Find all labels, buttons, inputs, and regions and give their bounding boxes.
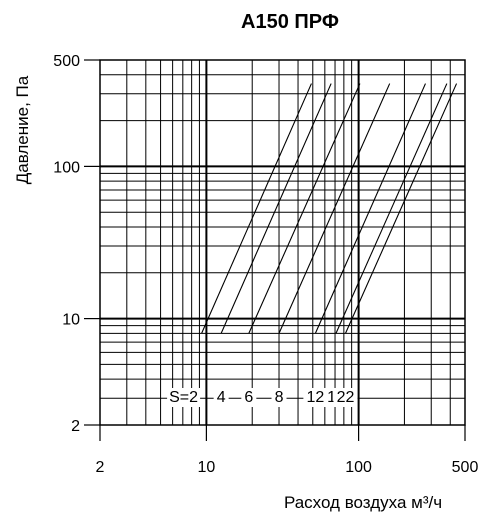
series-line-S22 — [344, 83, 458, 334]
chart-title: A150 ПРФ — [241, 11, 339, 33]
series-label-S8: 8 — [275, 389, 284, 406]
series-line-S2 — [201, 83, 312, 334]
series-label-S4: 4 — [217, 389, 226, 406]
series-line-S6 — [248, 83, 361, 334]
x-tick-label: 10 — [197, 459, 215, 476]
series-lines — [201, 83, 458, 334]
series-label-bg — [167, 388, 201, 407]
x-axis-label: Расход воздуха м³/ч — [284, 493, 442, 512]
y-axis-label: Давление, Па — [13, 75, 32, 184]
plot-frame — [99, 59, 466, 426]
series-label-S2: S=2 — [169, 389, 198, 406]
x-tick-label: 100 — [345, 459, 372, 476]
x-tick-label: 2 — [96, 459, 105, 476]
series-label-S22: 22 — [337, 389, 355, 406]
series-label-S6: 6 — [244, 389, 253, 406]
s-labels: S=2468121822 — [167, 388, 358, 407]
series-line-S18 — [335, 83, 448, 334]
series-line-S12 — [314, 83, 426, 334]
x-tick-label: 500 — [452, 459, 479, 476]
series-label-bg — [213, 388, 229, 407]
series-line-S4 — [220, 83, 332, 334]
y-tick-label: 500 — [53, 53, 80, 70]
grid — [99, 59, 466, 426]
y-tick-label: 2 — [71, 418, 80, 435]
series-label-bg — [333, 388, 358, 407]
series-label-S12: 12 — [306, 389, 324, 406]
series-label-bg — [303, 388, 328, 407]
series-label-bg — [271, 388, 287, 407]
series-label-bg — [241, 388, 257, 407]
y-tick-label: 10 — [62, 312, 80, 329]
y-tick-label: 100 — [53, 159, 80, 176]
axis-ticks: 2 10 100 500 500 100 10 2 — [53, 53, 478, 476]
series-line-S8 — [278, 83, 391, 334]
